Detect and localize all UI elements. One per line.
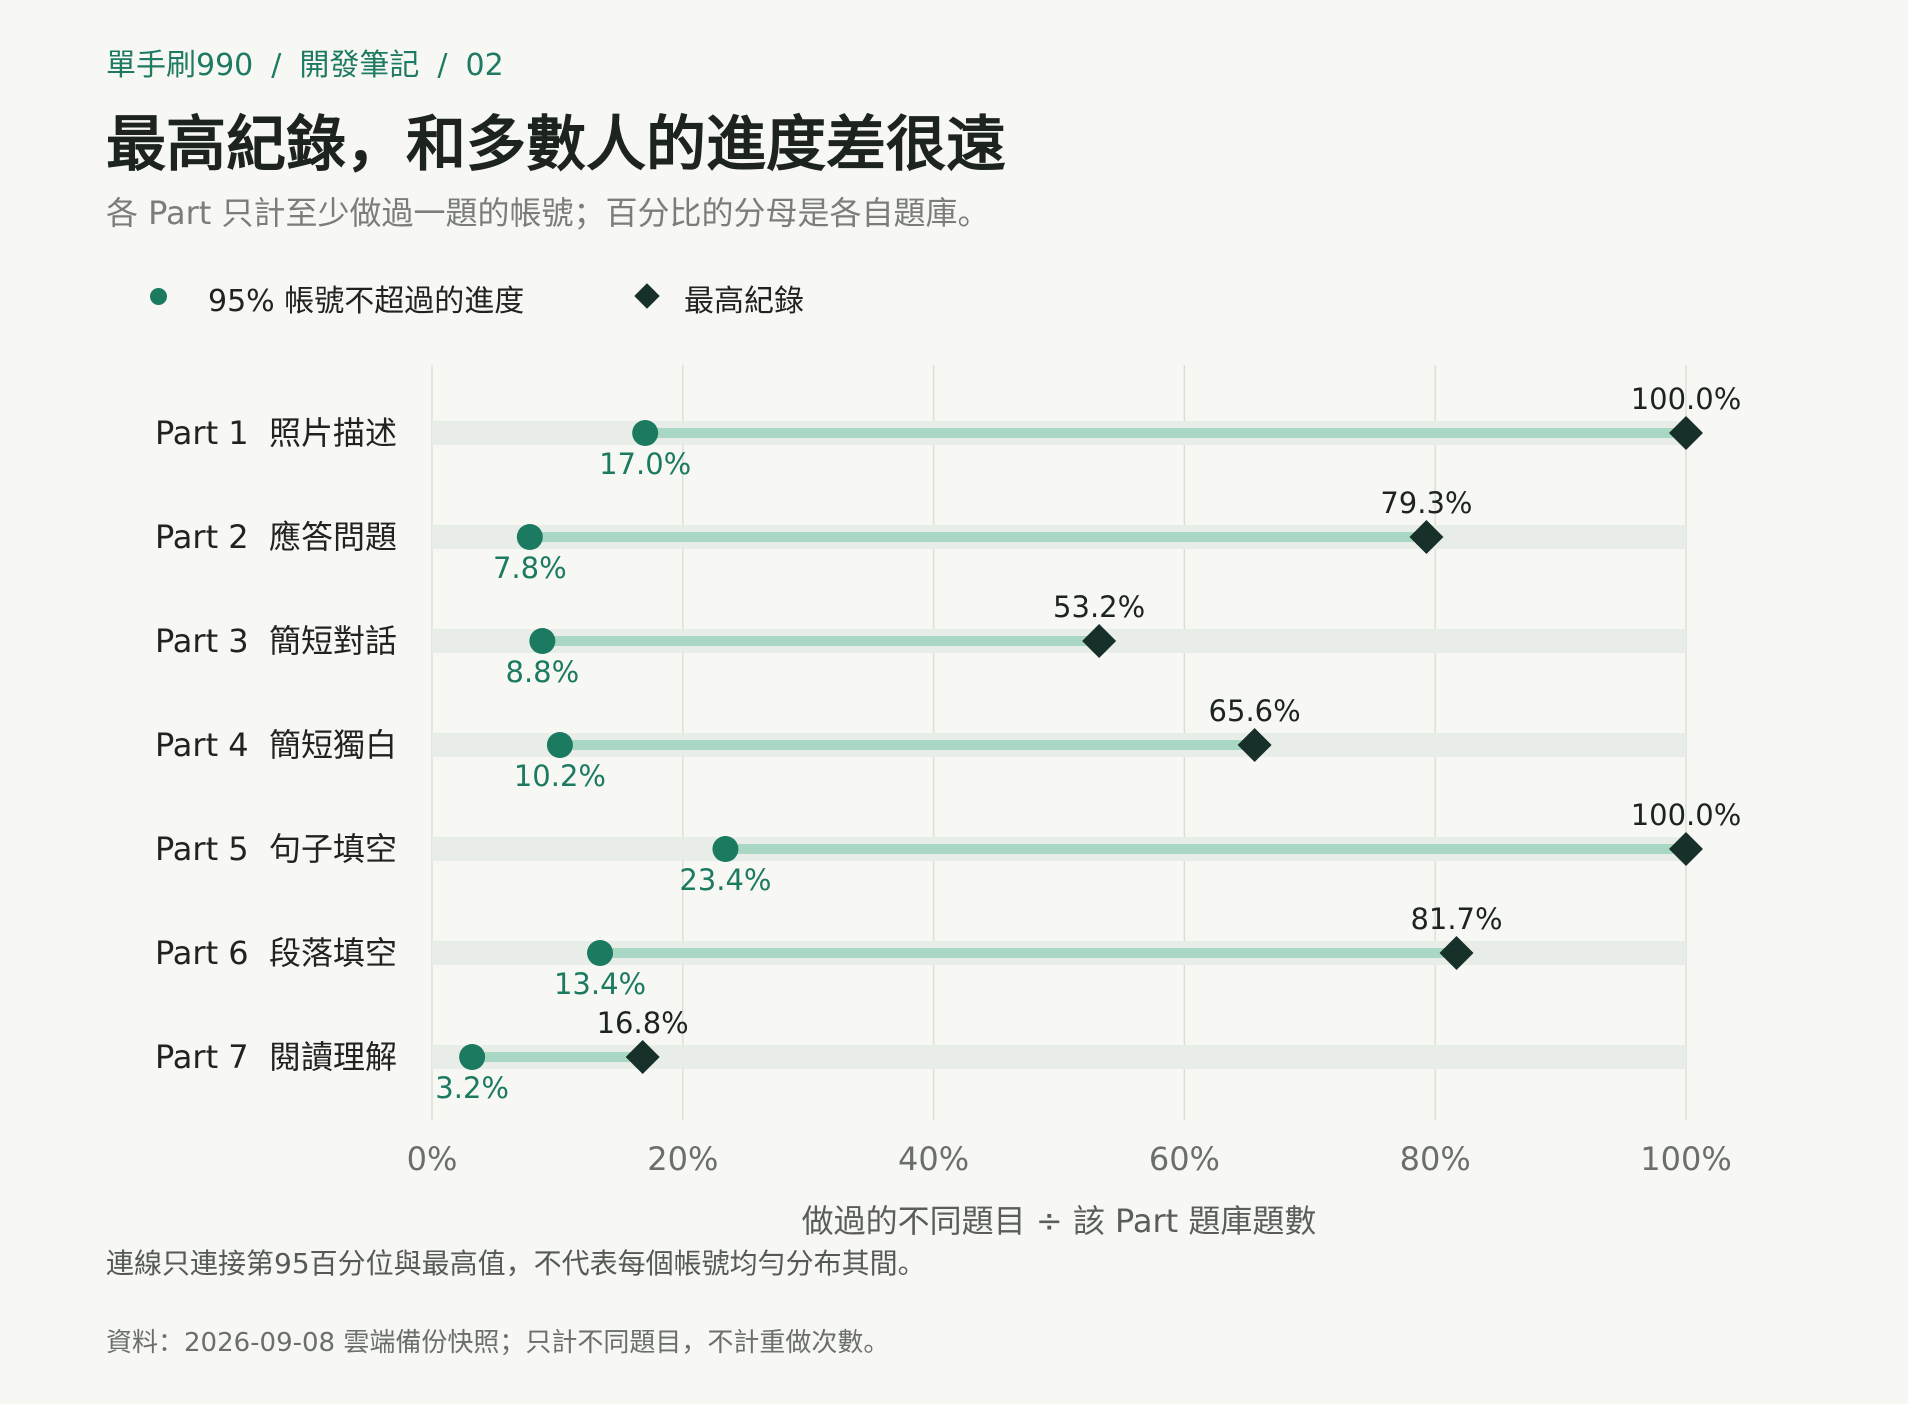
p95-point (712, 836, 739, 862)
chart-note: 連線只連接第95百分位與最高值，不代表每個帳號均勻分布其間。 (106, 1247, 926, 1280)
data-source: 資料：2026-09-08 雲端備份快照；只計不同題目，不計重做次數。 (106, 1328, 890, 1358)
max-data-label: 65.6% (1209, 694, 1301, 728)
p95-point (587, 940, 614, 966)
x-tick-label: 100% (1640, 1140, 1731, 1178)
max-point (1669, 832, 1703, 866)
breadcrumb: 單手刷990 / 開發筆記 / 02 (106, 40, 504, 84)
max-point (1082, 624, 1117, 658)
page-title: 最高紀錄，和多數人的進度差很遠 (106, 110, 1006, 180)
breadcrumb-separator: / (271, 48, 282, 83)
x-tick-label: 80% (1400, 1140, 1471, 1178)
max-data-label: 53.2% (1053, 590, 1145, 624)
category-label: Part 1 照片描述 (155, 414, 397, 452)
max-point (1237, 728, 1272, 762)
category-label: Part 6 段落填空 (155, 934, 397, 972)
p95-point (529, 628, 556, 654)
breadcrumb-item: 02 (465, 48, 504, 83)
max-data-label: 16.8% (597, 1006, 689, 1040)
p95-data-label: 13.4% (554, 967, 646, 1001)
p95-data-label: 3.2% (435, 1071, 509, 1105)
circle-marker-icon (150, 288, 167, 305)
p95-data-label: 10.2% (514, 759, 606, 793)
max-point (1409, 520, 1444, 554)
max-data-label: 100.0% (1631, 798, 1742, 832)
category-label: Part 5 句子填空 (155, 830, 397, 868)
p95-data-label: 23.4% (679, 863, 771, 897)
breadcrumb-separator: / (437, 48, 448, 83)
x-tick-label: 60% (1149, 1140, 1220, 1178)
category-label: Part 4 簡短獨白 (155, 726, 397, 764)
p95-data-label: 7.8% (493, 551, 567, 585)
p95-data-label: 8.8% (506, 655, 580, 689)
category-label: Part 3 簡短對話 (155, 622, 397, 660)
x-tick-label: 0% (407, 1140, 458, 1178)
max-point (625, 1040, 660, 1074)
max-data-label: 100.0% (1631, 382, 1742, 416)
category-label: Part 7 閱讀理解 (155, 1038, 397, 1076)
breadcrumb-item[interactable]: 單手刷990 (106, 48, 254, 83)
legend-label: 最高紀錄 (684, 284, 804, 319)
max-data-label: 79.3% (1380, 486, 1472, 520)
p95-point (516, 524, 543, 550)
x-axis-label: 做過的不同題目 ÷ 該 Part 題庫題數 (802, 1202, 1317, 1240)
page-subtitle: 各 Part 只計至少做過一題的帳號；百分比的分母是各自題庫。 (106, 194, 990, 232)
breadcrumb-item[interactable]: 開發筆記 (299, 48, 420, 83)
p95-point (546, 732, 573, 758)
max-data-label: 81.7% (1410, 902, 1502, 936)
max-point (1669, 416, 1703, 450)
dumbbell-chart: Part 1 照片描述 17.0% 100.0% Part 2 應答問題 7.8% 79.… (155, 365, 1742, 1240)
p95-point (459, 1044, 486, 1070)
x-tick-label: 40% (898, 1140, 969, 1178)
diamond-marker-icon (634, 283, 660, 309)
max-point (1439, 936, 1474, 970)
category-label: Part 2 應答問題 (155, 518, 397, 556)
p95-data-label: 17.0% (599, 447, 691, 481)
legend-label: 95% 帳號不超過的進度 (208, 284, 525, 319)
p95-point (632, 420, 659, 446)
x-tick-label: 20% (647, 1140, 718, 1178)
